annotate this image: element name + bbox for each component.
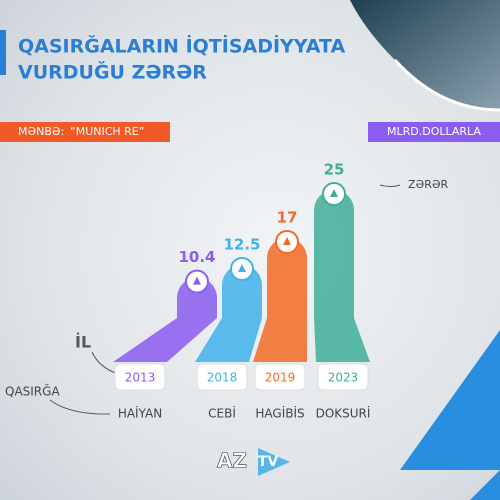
title-accent [0,30,6,75]
hurricane-name: CEBİ [208,406,236,421]
year-box [317,363,369,391]
decor-triangle [470,470,500,500]
value-label: 17 [277,209,298,227]
bars: 10.4 2013 HAİYAN 12.5 2018 CEBİ 17 2019 HAGİBİS 2… [113,161,370,421]
logo-triangle [258,448,290,476]
source: “MUNICH RE” [70,125,144,138]
value-label: 25 [324,161,345,179]
year-box [196,363,248,391]
bubble-icon [238,264,246,272]
source-label: MƏNBƏ: [18,125,64,138]
hurricane-name: HAİYAN [118,406,162,421]
hurricane-name: DOKSURİ [316,406,371,421]
year-box [114,363,166,391]
name-label: QASIRĞA [5,384,60,399]
title-line: QASIRĞALARIN İQTİSADİYYATA [18,34,345,58]
annotation-line [379,184,401,187]
decor-triangle [400,330,500,470]
year-label: 2023 [328,371,359,385]
title-line: VURDUĞU ZƏRƏR [18,60,207,84]
value-label: 12.5 [223,236,260,254]
year-label: İL [75,333,91,352]
year-label: 2019 [265,371,296,385]
value-label: 10.4 [178,248,215,266]
bar [314,190,370,362]
logo-text: TV [258,454,279,470]
bar [113,277,217,362]
annotation: ZƏRƏR [408,178,448,191]
bubble-icon [330,189,338,197]
unit-band [368,122,500,142]
bar [195,265,262,362]
year-label: 2013 [125,371,156,385]
logo-text: AZ [217,449,247,473]
year-label: 2018 [207,371,238,385]
year-box [254,363,306,391]
source-band [0,122,170,142]
hurricane-name: HAGİBİS [255,406,304,421]
unit: MLRD.DOLLARLA [387,125,481,138]
satellite-image [350,0,500,110]
bar [253,238,307,362]
image-edge [393,58,500,112]
bubble-icon [283,237,291,245]
bubble-icon [193,276,201,285]
name-pointer [49,399,111,415]
